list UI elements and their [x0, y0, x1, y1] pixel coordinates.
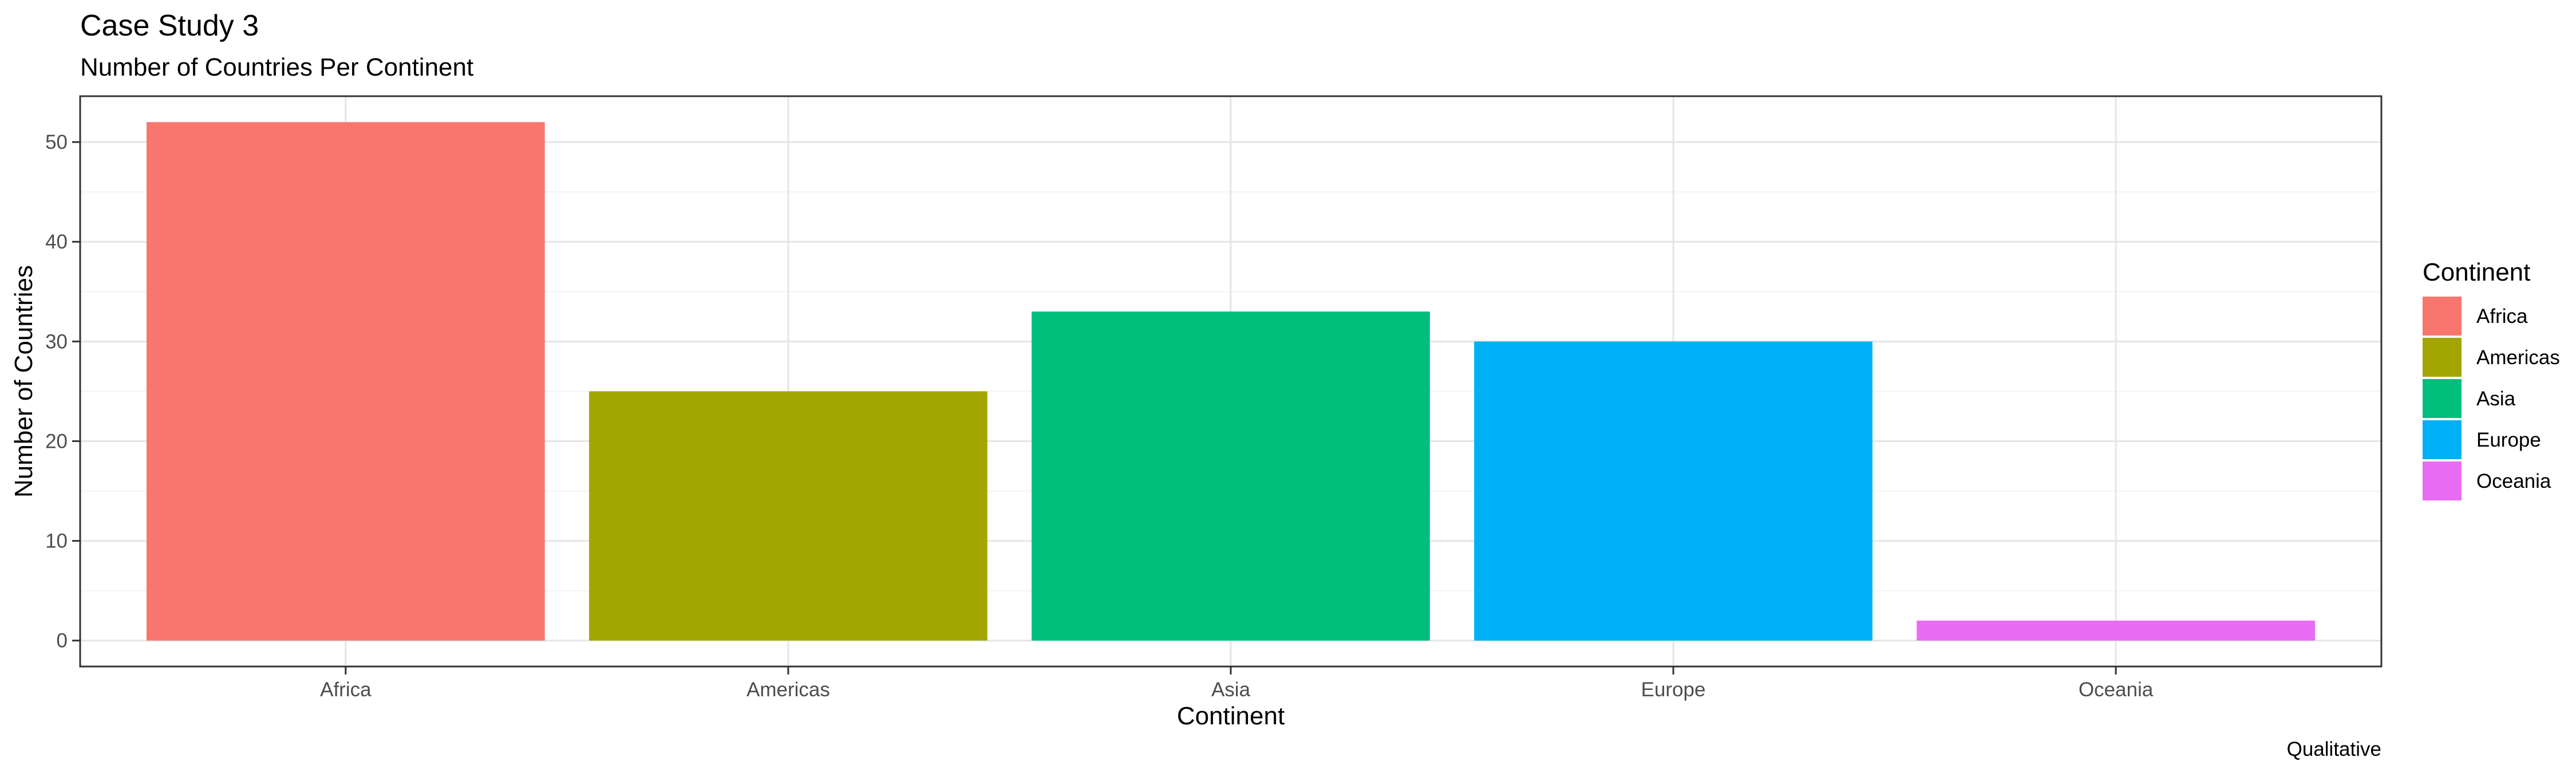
- x-tick-label: Europe: [1641, 679, 1706, 701]
- legend-title: Continent: [2423, 258, 2530, 286]
- bar-africa: [146, 122, 545, 641]
- chart-caption: Qualitative: [2287, 738, 2381, 760]
- y-axis: 0 10 20 30 40 50: [45, 131, 80, 652]
- legend-key-asia: [2423, 379, 2462, 418]
- bars: [146, 122, 2316, 641]
- chart-title: Case Study 3: [80, 9, 259, 42]
- legend-key-americas: [2423, 338, 2462, 377]
- legend-key-europe: [2423, 420, 2462, 459]
- bar-americas: [589, 391, 987, 641]
- legend-label-americas: Americas: [2476, 346, 2560, 369]
- y-tick-label: 30: [45, 330, 68, 353]
- chart-subtitle: Number of Countries Per Continent: [80, 53, 473, 81]
- legend-label-africa: Africa: [2476, 305, 2528, 328]
- x-tick-label: Oceania: [2079, 679, 2154, 701]
- x-tick-label: Asia: [1211, 679, 1251, 701]
- y-axis-title: Number of Countries: [10, 265, 38, 498]
- bar-asia: [1032, 311, 1430, 641]
- x-axis: Africa Americas Asia Europe Oceania: [320, 666, 2154, 701]
- x-axis-title: Continent: [1177, 702, 1285, 730]
- legend-key-oceania: [2423, 462, 2462, 500]
- x-tick-label: Africa: [320, 679, 372, 701]
- bar-oceania: [1917, 620, 2316, 641]
- y-tick-label: 20: [45, 430, 68, 452]
- legend-label-europe: Europe: [2476, 429, 2541, 451]
- legend-label-asia: Asia: [2476, 388, 2516, 410]
- y-tick-label: 50: [45, 131, 68, 153]
- bar-europe: [1474, 341, 1872, 641]
- legend: Africa Americas Asia Europe Oceania: [2423, 297, 2560, 500]
- y-tick-label: 40: [45, 231, 68, 253]
- legend-label-oceania: Oceania: [2476, 470, 2551, 492]
- legend-key-africa: [2423, 297, 2462, 336]
- x-tick-label: Americas: [746, 679, 830, 701]
- y-tick-label: 10: [45, 530, 68, 553]
- y-tick-label: 0: [57, 630, 68, 652]
